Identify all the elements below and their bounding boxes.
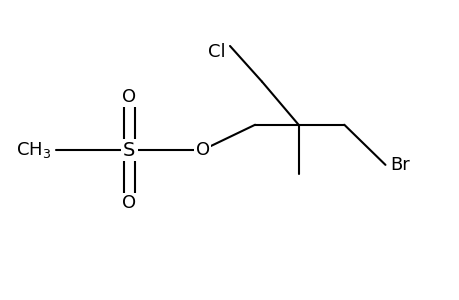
Text: S: S [123,140,135,160]
Text: O: O [122,194,136,212]
Text: O: O [122,88,136,106]
Text: O: O [195,141,209,159]
Text: Cl: Cl [207,43,225,61]
Text: CH$_3$: CH$_3$ [17,140,51,160]
Text: Br: Br [389,156,409,174]
